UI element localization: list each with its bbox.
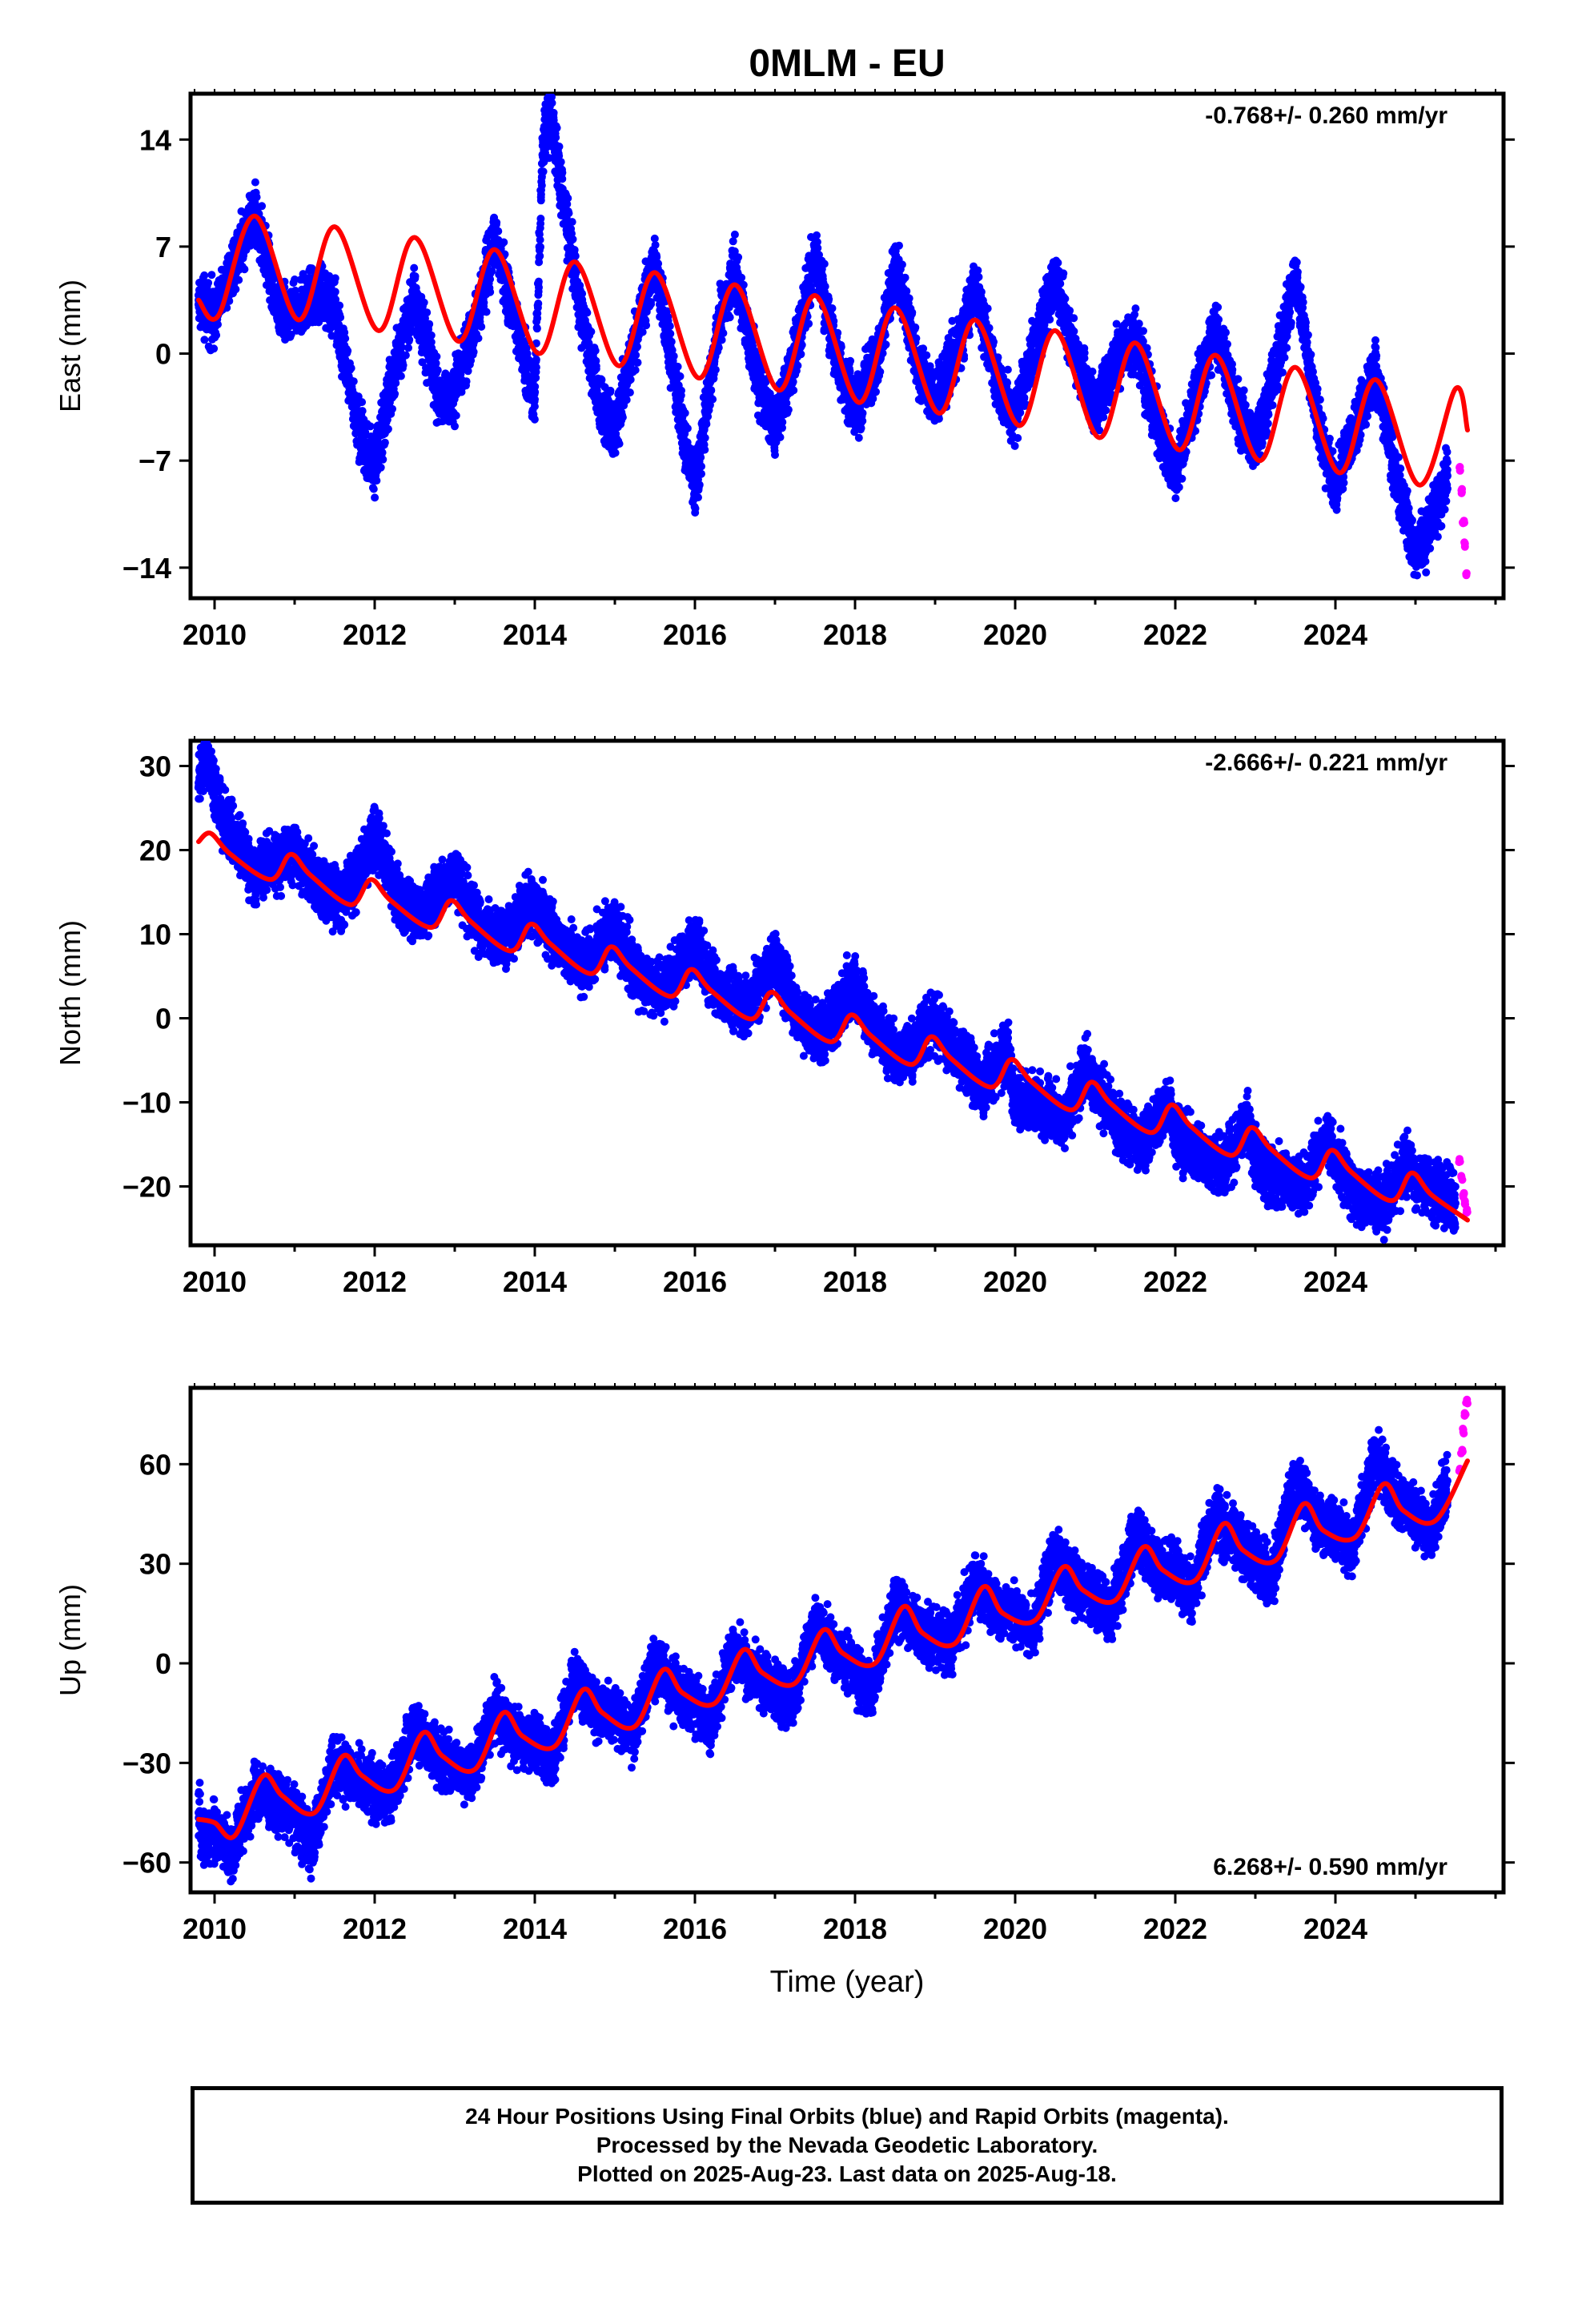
y-tick-label: −20 [122,1171,171,1204]
x-tick-label: 2016 [663,1265,727,1298]
x-tick-label: 2020 [983,618,1047,651]
y-axis-label: North (mm) [54,920,86,1066]
x-tick-label: 2018 [823,618,887,651]
x-tick-label: 2014 [503,618,567,651]
rate-label: 6.268+/- 0.590 mm/yr [1213,1854,1447,1880]
x-tick-label: 2020 [983,1912,1047,1945]
y-tick-label: −14 [122,552,171,585]
x-tick-label: 2018 [823,1265,887,1298]
footer-box: 24 Hour Positions Using Final Orbits (bl… [191,2086,1504,2205]
footer-line-1: 24 Hour Positions Using Final Orbits (bl… [465,2102,1229,2131]
y-tick-label: −7 [139,444,171,477]
y-tick-label: 0 [155,1647,171,1680]
y-tick-label: −10 [122,1087,171,1120]
x-tick-label: 2022 [1143,1912,1207,1945]
east-panel: 2010 2012 2014 2016 2018 2020 2022 2024 14 7 0 −7 −1… [54,89,1515,651]
rate-label: -0.768+/- 0.260 mm/yr [1205,103,1447,129]
final-orbits-points [195,91,1452,580]
x-tick-label: 2016 [663,1912,727,1945]
y-tick-label: 30 [139,1548,171,1581]
x-tick-label: 2010 [183,1265,247,1298]
x-tick-label: 2014 [503,1265,567,1298]
x-tick-label: 2012 [343,1265,407,1298]
plot-area [195,730,1472,1244]
x-axis-label: Time (year) [770,1965,925,1999]
rapid-orbits-points [1456,1396,1472,1475]
plot-area [195,1396,1472,1886]
x-tick-label: 2024 [1303,1912,1367,1945]
final-orbits-points [195,1426,1452,1886]
up-panel: 2010 2012 2014 2016 2018 2020 2022 2024 60 30 0 −30… [54,1383,1515,1945]
plot-area [195,91,1471,580]
x-tick-label: 2024 [1303,618,1367,651]
y-tick-label: 60 [139,1448,171,1481]
y-tick-label: −30 [122,1747,171,1779]
y-axis-label: East (mm) [54,279,86,412]
y-tick-label: 7 [155,231,171,263]
y-tick-label: 10 [139,919,171,951]
x-tick-label: 2020 [983,1265,1047,1298]
x-tick-label: 2022 [1143,618,1207,651]
rapid-orbits-points [1456,463,1471,579]
x-tick-label: 2012 [343,618,407,651]
y-axis-label: Up (mm) [54,1584,86,1696]
x-tick-label: 2010 [183,618,247,651]
y-tick-label: 14 [139,123,171,156]
y-tick-label: 30 [139,750,171,783]
y-tick-label: 0 [155,1003,171,1035]
x-tick-label: 2012 [343,1912,407,1945]
y-tick-label: 0 [155,338,171,371]
y-tick-label: 20 [139,834,171,867]
rate-label: -2.666+/- 0.221 mm/yr [1205,750,1447,776]
footer-line-3: Plotted on 2025-Aug-23. Last data on 202… [577,2160,1117,2189]
x-tick-label: 2016 [663,618,727,651]
x-tick-label: 2022 [1143,1265,1207,1298]
chart-title: 0MLM - EU [749,42,945,85]
x-tick-label: 2018 [823,1912,887,1945]
footer-line-2: Processed by the Nevada Geodetic Laborat… [596,2131,1098,2160]
x-tick-label: 2024 [1303,1265,1367,1298]
y-tick-label: −60 [122,1847,171,1880]
x-tick-label: 2010 [183,1912,247,1945]
final-orbits-points [195,730,1460,1244]
x-tick-label: 2014 [503,1912,567,1945]
north-panel: 2010 2012 2014 2016 2018 2020 2022 20243020100−… [54,730,1515,1298]
